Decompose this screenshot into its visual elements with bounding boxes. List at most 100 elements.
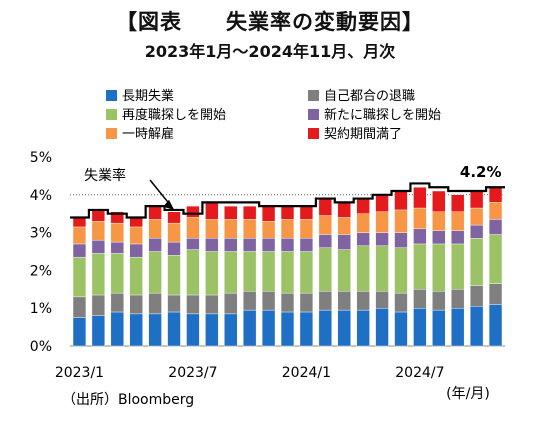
bar-segment [110,253,124,294]
bar-segment [394,292,408,313]
bar-segment [280,292,295,313]
bar-segment [205,202,219,220]
bar-segment [432,211,446,231]
bar-segment [243,290,257,311]
x-tick-label: 2024/1 [282,365,331,381]
y-tick-label: 0% [30,339,52,355]
bar-segment [375,194,389,213]
bar-segment [394,232,408,248]
bar-segment [413,228,427,245]
bar-stack [148,205,162,347]
bar-segment [243,238,257,252]
bar-segment [91,294,106,316]
bar-segment [318,247,332,292]
bar-stack [243,205,257,347]
chart-subtitle: 2023年1月～2024年11月、月次 [144,42,396,61]
x-tick-label: 2023/1 [55,365,104,381]
bar-segment [375,308,389,347]
bar-stack [375,194,389,347]
bar-segment [91,253,106,296]
bar-segment [413,207,427,230]
bar-segment [205,238,219,252]
bar-segment [356,309,370,347]
bar-segment [299,219,314,239]
bar-segment [224,251,238,294]
bar-stack [356,198,370,347]
bar-segment [337,309,351,347]
bar-segment [129,256,143,296]
bar-segment [148,205,162,220]
bar-stack [72,217,87,347]
bar-segment [261,221,276,239]
bar-segment [261,205,276,222]
annotation-arrowhead [163,199,175,210]
bar-segment [205,294,219,315]
annotation-label: 失業率 [84,167,126,184]
bar-segment [129,217,143,228]
bar-stack [186,205,200,347]
bar-stack [488,187,503,347]
y-tick-label: 2% [30,263,52,279]
bar-segment [110,311,124,347]
bar-segment [280,205,295,220]
bar-segment [224,313,238,347]
bar-segment [205,219,219,239]
bar-segment [451,230,465,245]
bar-segment [167,211,181,224]
bar-segment [451,211,465,231]
y-tick-label: 3% [30,226,52,242]
bar-stack [337,202,351,347]
bar-stack [394,190,408,347]
bar-segment [375,211,389,233]
bar-segment [148,251,162,294]
bar-segment [318,309,332,347]
bar-stack [280,205,295,347]
bar-segment [413,289,427,309]
bar-stack [413,187,427,347]
bar-segment [337,290,351,311]
bar-segment [394,209,408,233]
bar-segment [72,217,87,228]
legend-swatch-4 [308,109,319,120]
x-tick-label: 2023/7 [168,365,217,381]
bar-segment [167,241,181,256]
bar-segment [148,238,162,252]
bar-segment [413,308,427,347]
bar-segment [110,211,124,224]
unemployment-line-layer [70,182,505,219]
bar-segment [470,190,484,209]
bar-stack [451,194,465,347]
bar-segment [432,309,446,347]
bar-segment [72,226,87,245]
bar-segment [432,190,446,213]
bars [72,187,503,347]
bar-stack [432,190,446,347]
bar-segment [337,234,351,250]
bar-segment [167,255,181,296]
legend-swatch-3 [106,109,117,120]
bar-segment [318,198,332,216]
source-note: （出所）Bloomberg [62,392,194,408]
bar-segment [488,304,503,347]
bar-segment [110,241,124,254]
legend-label-1: 長期失業 [122,88,174,104]
bar-segment [261,238,276,252]
bar-segment [280,238,295,252]
bar-segment [432,290,446,311]
bar-segment [375,245,389,292]
bar-segment [451,243,465,290]
bar-segment [470,285,484,307]
bar-segment [243,205,257,220]
bar-segment [261,251,276,292]
bar-segment [129,243,143,258]
bar-segment [205,251,219,296]
bar-segment [224,292,238,315]
bar-stack [129,217,143,347]
chart-title: 【図表 失業率の変動要因】 [116,10,424,34]
bar-segment [470,207,484,226]
bar-segment [488,187,503,203]
legend-swatch-2 [308,90,319,101]
bar-stack [205,202,219,347]
last-value-label: 4.2% [460,163,502,181]
legend-label-3: 再度職探しを開始 [122,107,226,123]
